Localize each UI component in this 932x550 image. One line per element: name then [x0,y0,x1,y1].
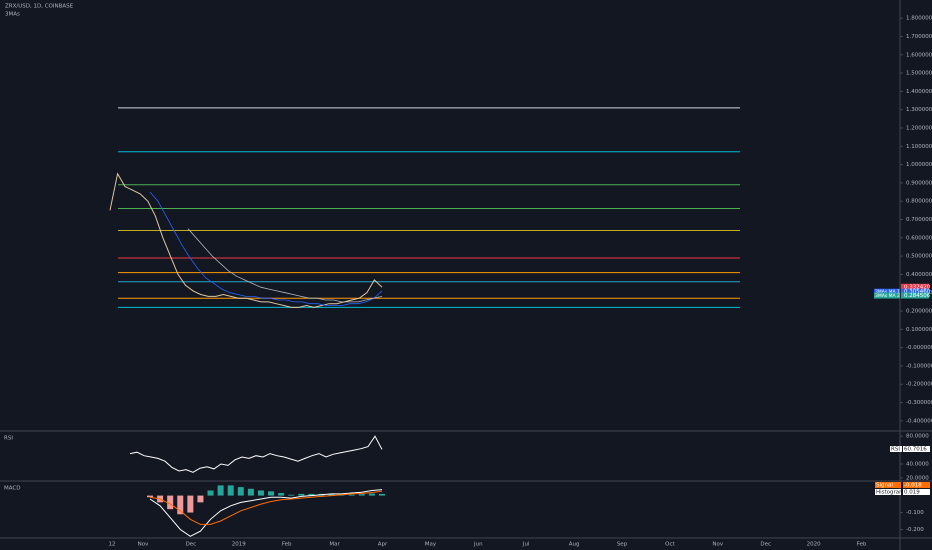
macd-title: MACD [4,486,21,492]
x-tick-label: Mar [329,542,340,548]
histogram-bar [197,495,204,503]
y-tick-label: 1.200000 [906,125,932,131]
y-tick-label: 1.600000 [906,52,932,58]
x-tick-label: Apr [378,542,388,548]
y-tick-label: -0.300000 [906,400,932,406]
y-tick-label: -0.100000 [906,363,932,369]
legend-text: RSI [891,447,900,453]
y-tick-label: 80.0000 [906,434,929,440]
price-tag [901,288,929,295]
legend-box [875,489,901,495]
x-tick-label: Nov [712,542,723,548]
y-tick-label: 0.200000 [906,309,932,315]
legend-text: 0.019 [904,490,920,496]
histogram-bar [237,487,244,496]
histogram-bar [288,494,295,496]
legend-text: -0.018 [904,483,922,489]
histogram-bar [247,488,254,496]
histogram-bar [379,493,385,496]
y-tick-label: 1.300000 [906,107,932,113]
histogram-bar [268,491,275,496]
tag-name: 3MAs MA 1 [875,289,900,295]
x-tick-label: May [425,542,437,548]
y-tick-label: 0.500000 [906,254,932,260]
histogram-bar [167,495,174,510]
legend-box [875,482,901,488]
histogram-bar [207,490,214,496]
indicator-title: 3MAs [5,12,20,18]
x-tick-label: Jul [522,542,530,548]
y-tick-label: 40.0000 [906,462,929,468]
y-tick-label: 1.400000 [906,89,932,95]
y-tick-label: 0.400000 [906,272,932,278]
y-tick-label: 1.500000 [906,71,932,77]
histogram-bar [368,493,375,496]
y-tick-label: 0.100000 [906,327,932,333]
legend-text: Histogram [876,490,905,496]
y-tick-label: 1.000000 [906,162,932,168]
legend-box [890,446,902,452]
macd-line [149,489,383,537]
legend-box [903,446,930,452]
y-tick-label: 0.900000 [906,180,932,186]
legend-text: Signal [876,483,893,489]
signal-line [149,490,383,525]
rsi-line [129,435,383,473]
price-tag-label: 0.332420 [904,284,931,290]
legend-text: 60.7016 [904,447,927,453]
histogram-bar [177,495,184,515]
tag-name: 3MAs MA 2 [875,293,900,299]
legend-box [903,489,930,495]
price-tag [901,283,929,290]
histogram-bar [217,485,224,496]
y-tick-label: -0.400000 [906,418,932,424]
y-tick-label: 1.800000 [906,16,932,22]
x-tick-label: Oct [665,542,675,548]
tag-name-box [874,292,900,299]
histogram-bar [257,490,264,496]
y-tick-label: 1.700000 [906,34,932,40]
histogram-bar [278,493,285,496]
y-tick-label: 1.100000 [906,144,932,150]
price-tag-label: 0.305460 [904,289,931,295]
y-tick-label: 0.700000 [906,217,932,223]
price-line [109,172,383,308]
price-tag [901,292,929,299]
histogram-bar [308,493,315,496]
x-tick-label: Feb [282,542,292,548]
histogram-bar [348,494,355,496]
ma-line [149,191,383,306]
x-tick-label: Aug [569,542,580,548]
rsi-title: RSI [4,436,13,442]
histogram-bar [328,493,335,496]
x-tick-label: Dec [186,542,197,548]
x-tick-label: Jun [473,542,483,548]
y-tick-label: -0.200000 [906,382,932,388]
y-tick-label: 0.600000 [906,235,932,241]
x-tick-label: 2020 [807,542,821,548]
symbol-title: ZRX/USD, 1D, COINBASE [5,4,74,10]
x-tick-label: Sep [617,542,628,548]
y-tick-label: -0.100 [906,510,924,516]
x-tick-label: Feb [857,542,867,548]
tag-name-box [874,288,900,295]
ma-line [187,228,383,303]
y-tick-label: 0.800000 [906,199,932,205]
x-tick-label: 12 [109,542,116,548]
x-tick-label: Nov [138,542,149,548]
y-tick-label: -0.000000 [906,345,932,351]
histogram-bar [298,493,305,496]
histogram-bar [147,495,153,498]
histogram-bar [187,495,194,513]
y-tick-label: -0.200 [906,527,924,533]
x-tick-label: Dec [760,542,771,548]
legend-box [903,482,930,488]
x-tick-label: 2019 [232,542,246,548]
price-tag-label: 0.284506 [904,293,931,299]
histogram-bar [358,494,365,496]
y-tick-label: 20.0000 [906,475,929,481]
histogram-bar [227,485,234,496]
